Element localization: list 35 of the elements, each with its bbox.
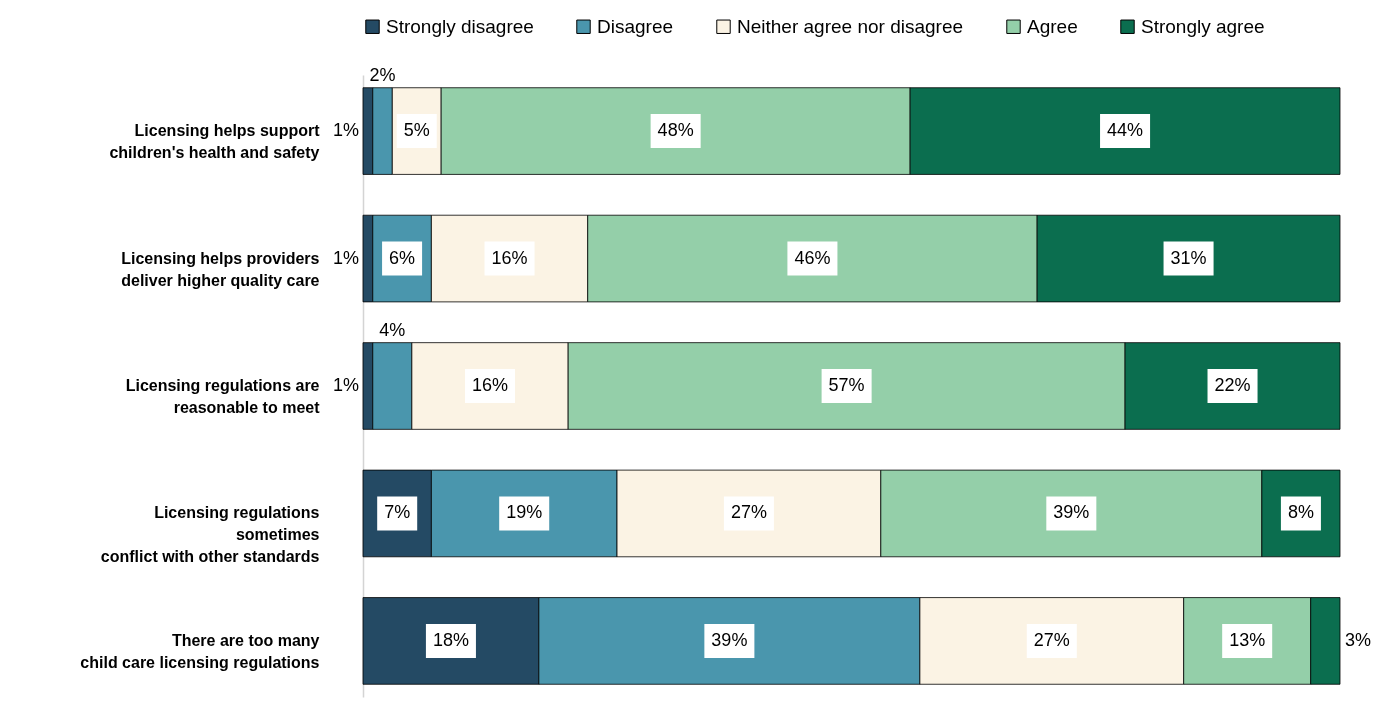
data-label: 1% xyxy=(332,247,359,268)
data-label: 13% xyxy=(1229,629,1266,650)
data-label: 27% xyxy=(730,502,767,523)
y-tick-label: There are too many child care licensing regulations xyxy=(80,631,320,671)
legend-label: Strongly disagree xyxy=(386,15,534,37)
data-label: 18% xyxy=(432,629,469,650)
data-label: 27% xyxy=(1033,629,1070,650)
data-label: 2% xyxy=(369,64,396,85)
data-label: 48% xyxy=(657,120,694,141)
data-label: 39% xyxy=(1053,502,1090,523)
data-label: 22% xyxy=(1214,375,1251,395)
data-label: 4% xyxy=(379,319,406,340)
legend-label: Disagree xyxy=(597,15,674,37)
y-tick-label: Licensing helps support children's health and safety xyxy=(109,122,321,162)
data-label: 5% xyxy=(403,120,430,141)
data-label: 16% xyxy=(491,247,528,268)
legend-label: Strongly agree xyxy=(1141,15,1265,37)
data-label: 19% xyxy=(506,502,543,523)
data-label: 1% xyxy=(332,375,359,395)
legend-label: Agree xyxy=(1027,15,1078,37)
data-label: 31% xyxy=(1170,247,1207,268)
data-label: 39% xyxy=(711,629,748,650)
y-tick-label: Licensing regulations sometimes conflict with other standards xyxy=(100,504,320,566)
data-label: 3% xyxy=(1345,629,1372,650)
data-label: 6% xyxy=(389,247,416,268)
y-tick-label: Licensing helps providers deliver higher quality care xyxy=(121,249,320,289)
legend-label: Neither agree nor disagree xyxy=(737,15,964,37)
data-label: 16% xyxy=(471,375,509,395)
data-label: 57% xyxy=(828,375,865,395)
data-label: 8% xyxy=(1287,502,1314,523)
data-label: 1% xyxy=(332,120,359,141)
y-tick-label: Licensing regulations are reasonable to meet xyxy=(125,377,321,416)
data-label: 46% xyxy=(794,247,831,268)
data-label: 7% xyxy=(384,502,411,523)
data-label: 44% xyxy=(1107,120,1144,141)
